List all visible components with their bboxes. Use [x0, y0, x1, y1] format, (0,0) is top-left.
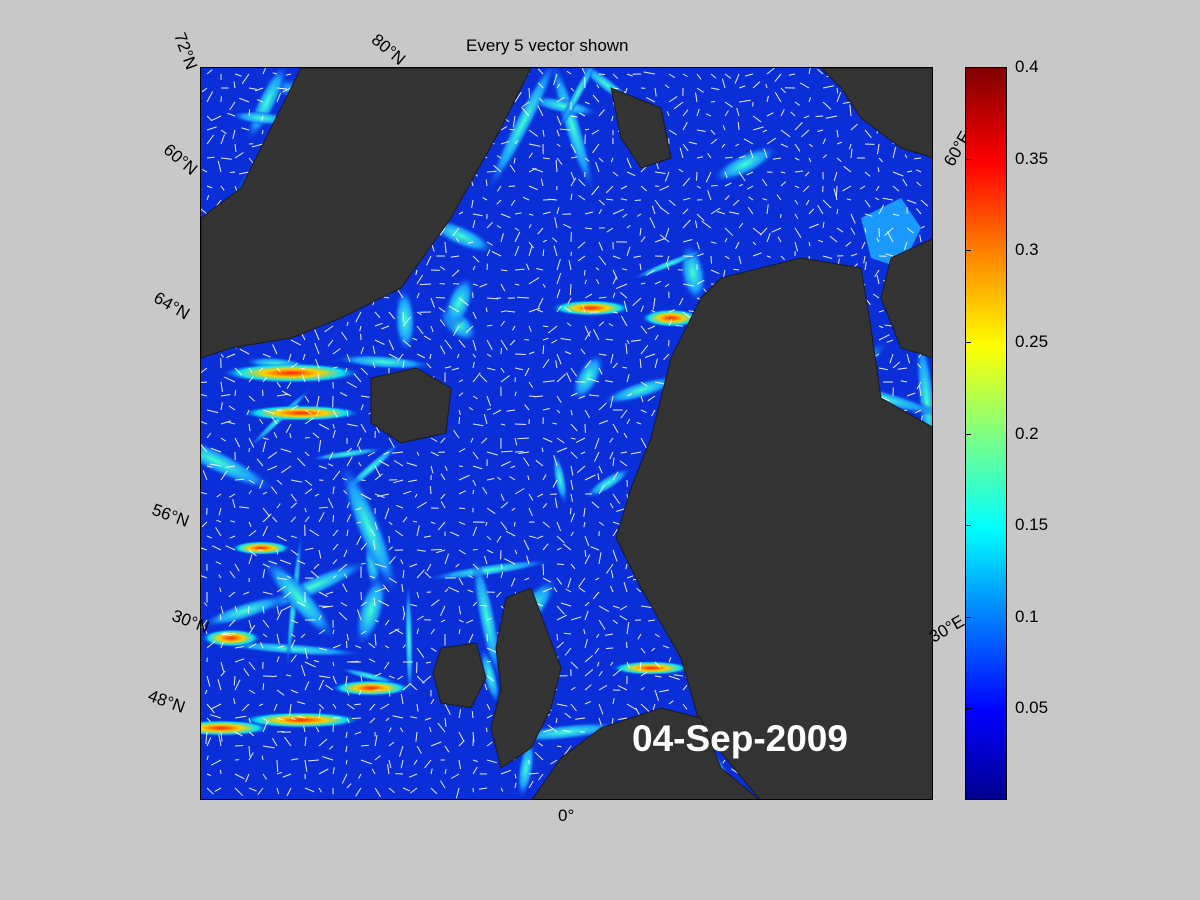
lat-label-64n: 64°N [150, 288, 193, 324]
lat-label-56n: 56°N [149, 500, 192, 531]
land-kola [820, 68, 932, 158]
lat-label-60n: 60°N [159, 140, 202, 179]
colorbar-tick-label: 0.3 [1015, 240, 1039, 260]
land-europe [531, 707, 760, 799]
land-svalbard [610, 87, 672, 169]
colorbar-tick-mark [965, 341, 971, 343]
lon-label-80n: 80°N [367, 30, 410, 69]
plot-title: Every 5 vector shown [466, 36, 629, 55]
land-ireland [432, 642, 487, 709]
colorbar-tick-label: 0.15 [1015, 515, 1049, 535]
colorbar-tick-mark [965, 708, 971, 710]
land-masses [201, 68, 932, 799]
lon-label-0: 0° [558, 806, 575, 825]
colorbar-tick-mark [965, 158, 971, 160]
colorbar-tick-label: 0.4 [1015, 57, 1039, 76]
colorbar-tick-label: 0.05 [1015, 698, 1049, 718]
colorbar-tick-mark [965, 433, 971, 435]
colorbar-tick-label: 0.1 [1015, 606, 1039, 626]
date-stamp: 04-Sep-2009 [632, 718, 848, 759]
colorbar [965, 67, 1007, 800]
colorbar-tick-mark [965, 616, 971, 618]
lat-label-72n: 72°N [170, 30, 201, 73]
lat-label-48n: 48°N [145, 686, 188, 717]
land-northern-russia [880, 238, 932, 358]
colorbar-tick-label: 0.35 [1015, 148, 1049, 168]
colorbar-tick-mark [965, 250, 971, 252]
map-plot-area [200, 67, 933, 800]
land-greenland [201, 68, 532, 359]
colorbar-tick-mark [965, 525, 971, 527]
colorbar-tick-label: 0.2 [1015, 423, 1039, 443]
colorbar-tick-label: 0.25 [1015, 331, 1049, 351]
land-iceland [370, 367, 452, 444]
ocean-current-map [201, 68, 932, 799]
land-great-britain [490, 587, 562, 769]
